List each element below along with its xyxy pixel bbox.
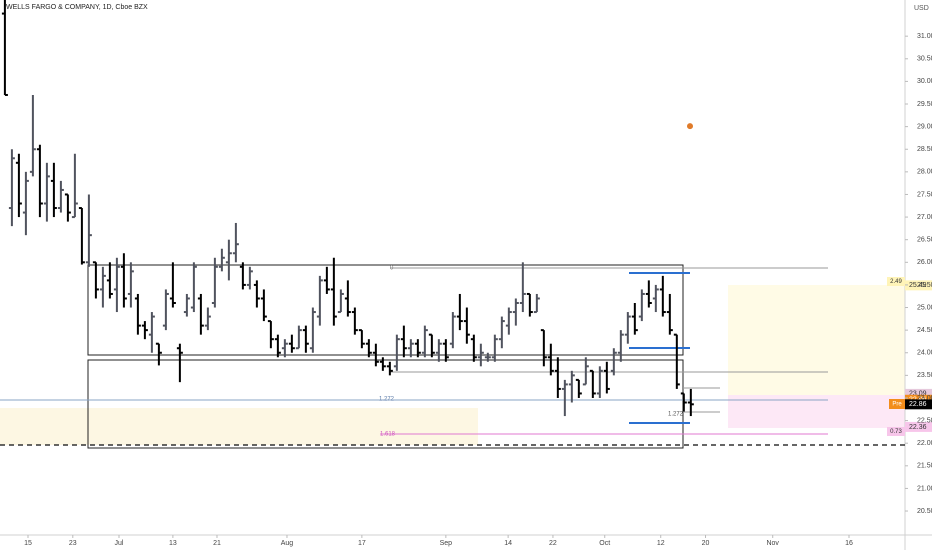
price-tag-label: 22.86 [909,401,927,408]
x-tick-label: 14 [504,540,512,547]
price-tag-label: 22.36 [909,424,927,431]
fib-label: 1.272 [668,412,684,418]
x-tick-label: Jul [115,540,124,547]
y-tick-label: 22.00 [917,440,932,447]
bars [1,0,694,417]
currency: USD [914,5,929,12]
y-tick-label: 31.00 [917,33,932,40]
x-tick-label: 22 [549,540,557,547]
range-tag [887,427,905,436]
y-tick-label: 21.00 [917,485,932,492]
y-tick-label: 30.50 [917,56,932,63]
y-tick-label: 27.00 [917,214,932,221]
pre-label: Pre [892,402,902,408]
y-tick-label: 26.50 [917,237,932,244]
fib-label: 1.618 [380,432,396,438]
y-tick-label: 29.50 [917,101,932,108]
y-tick-label: 28.00 [917,169,932,176]
y-tick-label: 26.00 [917,259,932,266]
price-tag [905,280,932,291]
price-tag [905,388,932,399]
chart-title: WELLS FARGO & COMPANY, 1D, Cboe BZX [6,4,148,11]
range-label: 0.73 [890,429,902,435]
x-tick-label: 17 [358,540,366,547]
x-tick-label: Nov [766,540,779,547]
x-tick-label: Oct [599,540,610,547]
y-tick-label: 28.50 [917,146,932,153]
y-tick-label: 24.50 [917,327,932,334]
x-tick-label: 23 [69,540,77,547]
y-tick-label: 24.00 [917,350,932,357]
y-tick-label: 25.50 [917,282,932,289]
x-tick-label: 21 [213,540,221,547]
fib-label: 1.272 [379,397,395,403]
x-tick-label: 16 [845,540,853,547]
x-tick-label: 20 [702,540,710,547]
y-tick-label: 23.50 [917,372,932,379]
price-tag [905,421,932,432]
zone [0,408,478,445]
range-tag [887,277,905,286]
marker [687,123,693,130]
y-tick-label: 27.50 [917,191,932,198]
y-tick-label: 23.00 [917,395,932,402]
y-tick-label: 30.00 [917,78,932,85]
price-tag-label: 25.49 [909,282,927,289]
price-tag [905,399,932,410]
y-tick-label: 22.50 [917,417,932,424]
x-tick-label: Sep [440,540,453,547]
y-tick-label: 21.50 [917,463,932,470]
price-tag-label: 23.09 [909,391,927,398]
range-box [87,264,684,356]
fib-label: 0 [390,266,394,272]
pre-tag [889,399,905,409]
y-tick-label: 20.50 [917,508,932,515]
range-label: 2.49 [890,279,902,285]
y-tick-label: 29.00 [917,123,932,130]
x-tick-label: 12 [657,540,665,547]
x-tick-label: 15 [24,540,32,547]
x-tick-label: Aug [281,540,294,547]
y-tick-label: 25.00 [917,304,932,311]
x-tick-label: 13 [169,540,177,547]
zone [728,285,905,395]
